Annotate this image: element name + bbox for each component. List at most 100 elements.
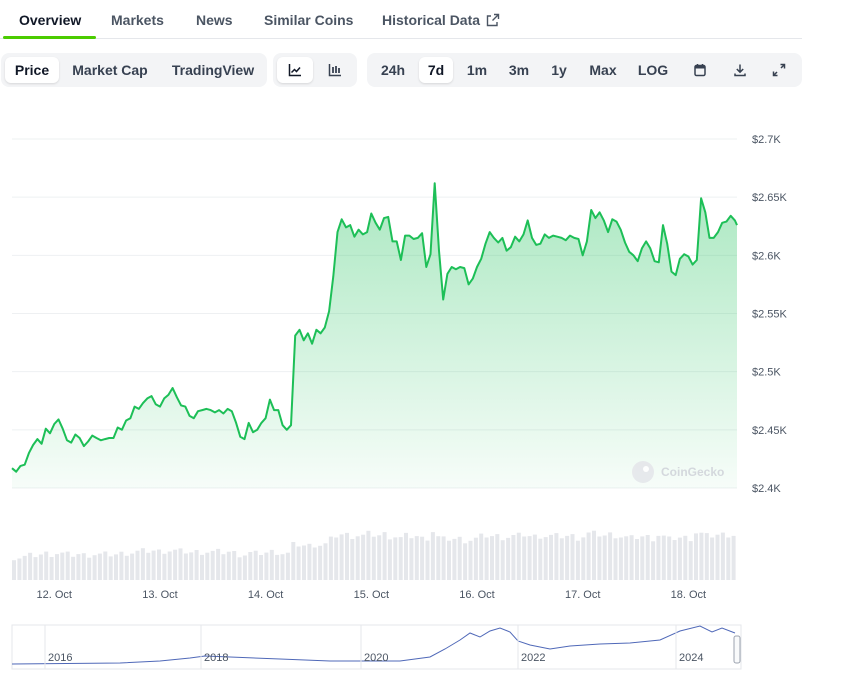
volume-bar: [339, 534, 344, 580]
navigator-year-label: 2016: [48, 652, 72, 664]
log-scale-button[interactable]: LOG: [637, 62, 669, 78]
volume-bar: [430, 532, 435, 580]
volume-bar: [302, 545, 306, 580]
chart-type-selector: Price Market Cap TradingView: [1, 53, 267, 87]
volume-bar: [726, 537, 731, 580]
view-type-selector: [273, 53, 357, 87]
calendar-button[interactable]: [685, 57, 715, 83]
volume-bar: [103, 551, 108, 580]
volume-bar: [549, 534, 553, 580]
volume-bar: [65, 551, 70, 580]
volume-bar: [248, 552, 253, 580]
volume-bar: [688, 541, 693, 580]
volume-bar: [194, 550, 199, 580]
y-tick-label: $2.4K: [752, 483, 781, 495]
volume-bar: [715, 534, 720, 580]
range-navigator[interactable]: 2016 2018 2020 2022 2024: [11, 624, 742, 670]
volume-bar: [532, 534, 537, 580]
volume-bar: [97, 553, 102, 580]
price-button[interactable]: Price: [5, 57, 59, 83]
volume-bar: [92, 555, 97, 580]
volume-bar: [114, 554, 118, 580]
volume-bar: [291, 542, 296, 580]
volume-bar: [382, 532, 387, 580]
x-tick-label: 13. Oct: [142, 589, 177, 601]
volume-bar: [608, 532, 613, 580]
navigator-handle[interactable]: [733, 635, 741, 664]
x-tick-label: 17. Oct: [565, 589, 600, 601]
volume-bar: [645, 535, 650, 580]
volume-bar: [146, 552, 151, 580]
navigator-frame: [11, 624, 742, 670]
volume-bar: [506, 537, 511, 580]
y-tick-label: $2.7K: [752, 134, 781, 146]
tab-similar-coins[interactable]: Similar Coins: [264, 12, 354, 28]
volume-bar: [559, 538, 564, 580]
y-tick-label: $2.65K: [752, 192, 788, 204]
volume-bar: [447, 540, 451, 580]
range-24h-button[interactable]: 24h: [380, 62, 406, 78]
volume-bar: [151, 550, 156, 580]
volume-bar: [350, 539, 355, 580]
tradingview-button[interactable]: TradingView: [171, 62, 255, 78]
volume-bar: [280, 554, 285, 580]
volume-bar: [629, 535, 634, 580]
volume-bar: [275, 554, 280, 580]
volume-bar: [624, 536, 629, 580]
volume-bar: [200, 554, 204, 580]
range-1m-button[interactable]: 1m: [466, 62, 488, 78]
volume-bar: [108, 556, 113, 580]
volume-bar: [441, 536, 446, 580]
volume-bar: [640, 536, 645, 580]
volume-bar: [554, 533, 559, 580]
navigator-year-labels: 2016 2018 2020 2022 2024: [44, 625, 703, 669]
tab-overview[interactable]: Overview: [19, 12, 82, 28]
volume-bar: [237, 557, 242, 580]
volume-bar: [592, 530, 596, 580]
volume-bar: [672, 540, 677, 580]
volume-bar: [511, 535, 516, 580]
volume-bar: [81, 553, 86, 580]
range-1y-button[interactable]: 1y: [551, 62, 567, 78]
volume-bar: [635, 539, 639, 580]
volume-bar: [565, 535, 570, 580]
tab-markets[interactable]: Markets: [111, 12, 164, 28]
range-max-button[interactable]: Max: [589, 62, 617, 78]
volume-bar: [119, 551, 124, 580]
volume-bar: [296, 546, 301, 580]
volume-bar: [253, 550, 258, 580]
volume-bar: [490, 536, 494, 580]
line-chart-button[interactable]: [277, 57, 313, 83]
volume-bar: [699, 532, 704, 580]
volume-bar: [259, 555, 263, 580]
tab-news[interactable]: News: [196, 12, 233, 28]
navigator-year-label: 2024: [679, 652, 703, 664]
volume-bar: [60, 552, 65, 580]
volume-bar: [140, 548, 145, 580]
expand-button[interactable]: [764, 57, 794, 83]
price-chart[interactable]: $2.7K $2.65K $2.6K $2.55K $2.5K $2.45K $2.4K C…: [0, 100, 800, 679]
coingecko-logo-icon: [632, 461, 654, 483]
volume-bar: [264, 552, 269, 580]
watermark-text: CoinGecko: [661, 465, 724, 479]
external-link-icon: [486, 13, 500, 27]
volume-bar: [205, 552, 210, 580]
volume-bar: [178, 548, 183, 580]
volume-bar: [522, 536, 527, 580]
y-tick-label: $2.6K: [752, 250, 781, 262]
range-7d-button[interactable]: 7d: [419, 57, 453, 83]
volume-bar: [720, 532, 725, 580]
candlestick-button[interactable]: [317, 57, 353, 83]
range-3m-button[interactable]: 3m: [508, 62, 530, 78]
volume-bar: [312, 547, 317, 580]
volume-bar: [377, 535, 382, 580]
market-cap-button[interactable]: Market Cap: [72, 62, 148, 78]
tab-historical-data[interactable]: Historical Data: [382, 12, 500, 28]
download-button[interactable]: [725, 57, 755, 83]
volume-bar: [500, 540, 505, 580]
volume-bar: [597, 536, 602, 580]
volume-bar: [527, 536, 532, 580]
volume-bar: [17, 558, 22, 580]
volume-bar: [398, 537, 403, 580]
volume-bar: [135, 550, 140, 580]
